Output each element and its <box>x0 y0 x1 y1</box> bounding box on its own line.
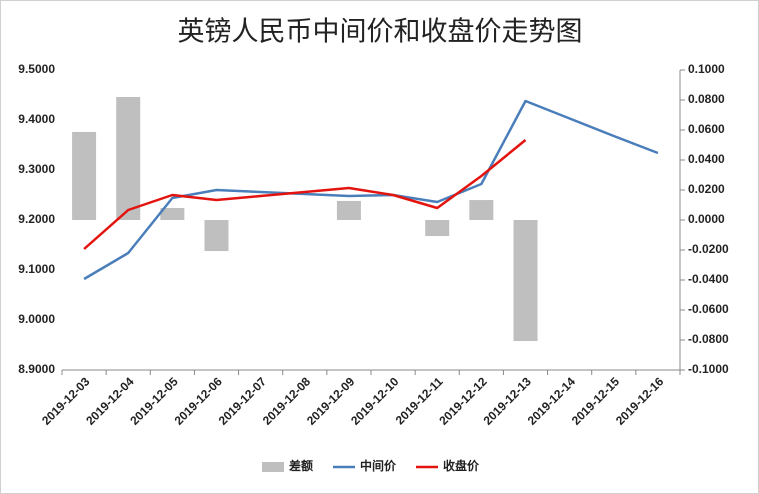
y-tick-label: 8.9000 <box>18 362 55 376</box>
y2-tick-label: -0.0400 <box>688 272 729 286</box>
chart-title: 英镑人民币中间价和收盘价走势图 <box>178 17 583 48</box>
y-tick-label: 9.3000 <box>18 162 55 176</box>
bar <box>425 220 450 237</box>
bar <box>336 200 361 220</box>
y2-tick-label: -0.1000 <box>688 362 729 376</box>
y-tick-label: 9.4000 <box>18 112 55 126</box>
bar <box>204 220 229 252</box>
y2-tick-label: -0.0800 <box>688 332 729 346</box>
legend-label: 中间价 <box>360 458 397 473</box>
y2-tick-label: -0.0600 <box>688 302 729 316</box>
y2-tick-label: 0.0600 <box>688 122 725 136</box>
bar <box>116 97 141 220</box>
y-tick-label: 9.5000 <box>18 62 55 76</box>
y2-tick-label: 0.0800 <box>688 92 725 106</box>
legend-label: 差额 <box>288 458 313 473</box>
legend-label: 收盘价 <box>443 458 480 473</box>
line-series <box>83 139 527 250</box>
y2-tick-label: 0.0400 <box>688 152 725 166</box>
bar <box>160 208 185 220</box>
bar <box>469 200 494 220</box>
y-tick-label: 9.1000 <box>18 262 55 276</box>
y2-tick-label: 0.1000 <box>688 62 725 76</box>
bar <box>72 131 97 220</box>
y2-tick-label: 0.0000 <box>688 212 725 226</box>
y-tick-label: 9.0000 <box>18 312 55 326</box>
y2-tick-label: 0.0200 <box>688 182 725 196</box>
y2-tick-label: -0.0200 <box>688 242 729 256</box>
legend-swatch <box>262 462 284 472</box>
bar <box>513 220 538 342</box>
y-tick-label: 9.2000 <box>18 212 55 226</box>
